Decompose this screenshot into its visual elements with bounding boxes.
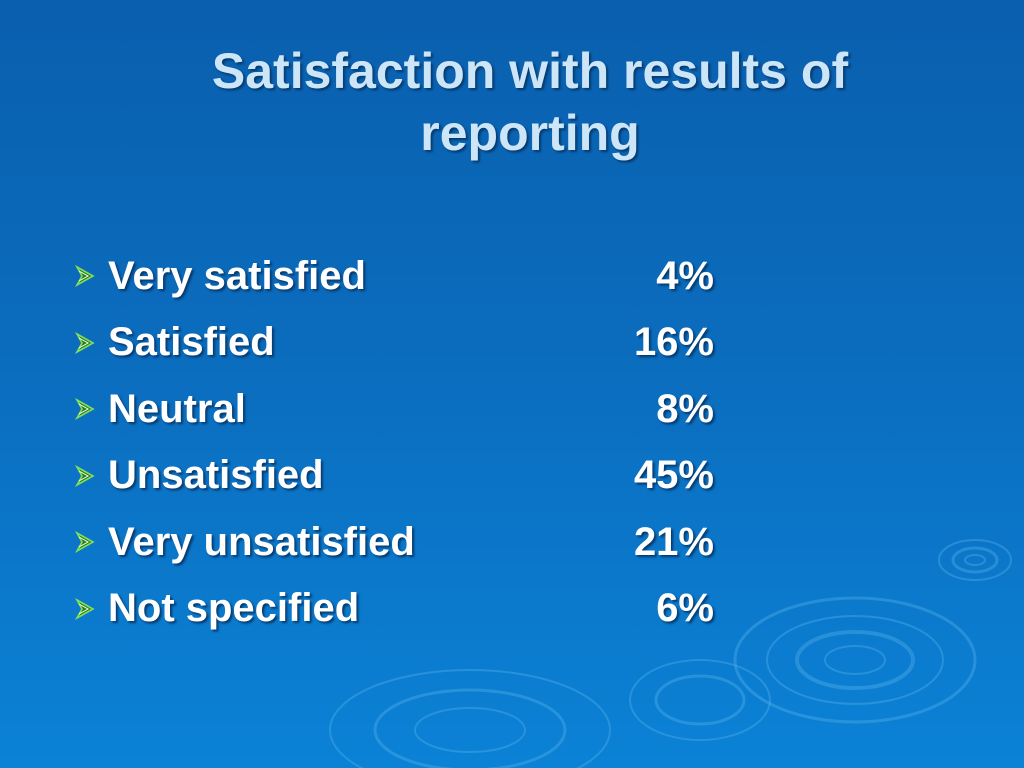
slide-title: Satisfaction with results of reporting xyxy=(211,43,849,161)
item-label: Satisfied xyxy=(108,320,275,365)
item-label: Neutral xyxy=(108,386,246,431)
list-item: Very satisfied 4% xyxy=(74,243,774,310)
item-label: Very satisfied xyxy=(108,253,366,298)
list-item: Not specified 6% xyxy=(74,576,774,643)
item-percentage: 6% xyxy=(656,586,714,631)
arrow-bullet-icon xyxy=(74,261,108,291)
arrow-bullet-icon xyxy=(74,461,108,491)
list-item: Very unsatisfied 21% xyxy=(74,509,774,576)
arrow-bullet-icon xyxy=(74,594,108,624)
arrow-bullet-icon xyxy=(74,527,108,557)
item-label: Not specified xyxy=(108,586,360,631)
item-percentage: 8% xyxy=(656,386,714,431)
item-percentage: 16% xyxy=(633,320,714,365)
bullet-list: Very satisfied 4% Satisfied 16% Neutral 8% Uns… xyxy=(74,243,774,642)
arrow-bullet-icon xyxy=(74,328,108,358)
item-percentage: 4% xyxy=(656,253,714,298)
list-item: Satisfied 16% xyxy=(74,310,774,377)
list-item: Unsatisfied 45% xyxy=(74,443,774,510)
item-label: Very unsatisfied xyxy=(108,519,415,564)
item-percentage: 21% xyxy=(633,519,714,564)
item-label: Unsatisfied xyxy=(108,453,324,498)
list-item: Neutral 8% xyxy=(74,376,774,443)
arrow-bullet-icon xyxy=(74,394,108,424)
item-percentage: 45% xyxy=(633,453,714,498)
